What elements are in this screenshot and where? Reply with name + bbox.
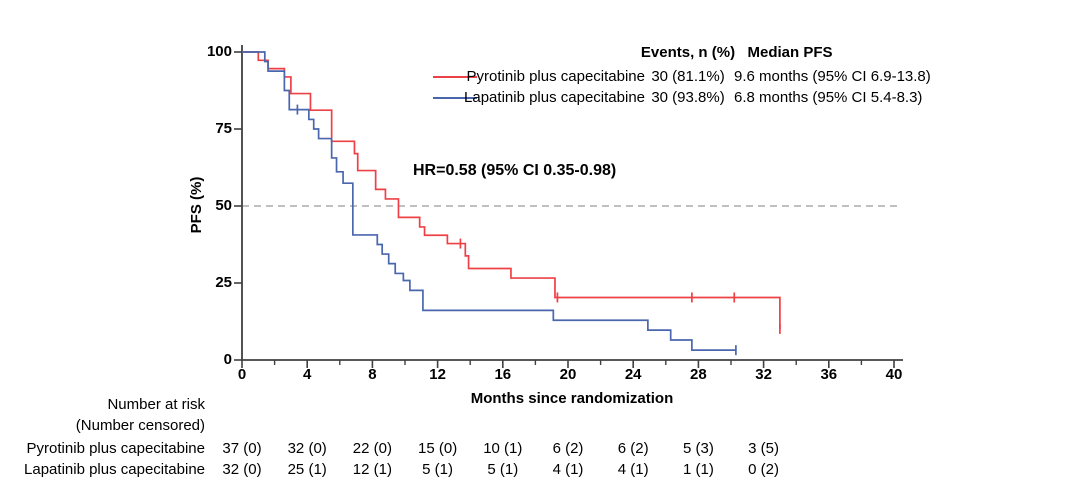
legend-median-pyrotinib: 9.6 months (95% CI 6.9-13.8) xyxy=(734,68,931,85)
legend-events-pyrotinib: 30 (81.1%) xyxy=(651,68,725,85)
risk-value-lapatinib-m28: 1 (1) xyxy=(682,461,714,478)
risk-value-lapatinib-m4: 25 (1) xyxy=(287,461,327,478)
risk-value-pyrotinib-m8: 22 (0) xyxy=(352,440,392,457)
x-tick-label-24: 24 xyxy=(624,366,642,383)
risk-value-lapatinib-m24: 4 (1) xyxy=(617,461,649,478)
risk-value-pyrotinib-m32: 3 (5) xyxy=(748,440,780,457)
risk-table-header-line1: Number at risk xyxy=(107,396,205,413)
risk-row-label-pyrotinib: Pyrotinib plus capecitabine xyxy=(26,440,205,457)
y-tick-label-100: 100 xyxy=(206,43,232,60)
legend-events-header: Events, n (%) xyxy=(640,44,736,61)
x-tick-label-4: 4 xyxy=(303,366,312,383)
risk-value-lapatinib-m32: 0 (2) xyxy=(748,461,780,478)
risk-value-pyrotinib-m16: 10 (1) xyxy=(483,440,523,457)
legend-label-lapatinib: Lapatinib plus capecitabine xyxy=(464,89,645,106)
y-tick-label-50: 50 xyxy=(215,197,232,214)
x-tick-label-36: 36 xyxy=(820,366,838,383)
risk-value-lapatinib-m16: 5 (1) xyxy=(487,461,519,478)
x-tick-label-32: 32 xyxy=(755,366,772,383)
lapatinib-line-swatch xyxy=(433,97,477,99)
x-tick-label-12: 12 xyxy=(429,366,446,383)
pyrotinib-line-swatch xyxy=(433,76,477,78)
risk-value-pyrotinib-m4: 32 (0) xyxy=(287,440,327,457)
risk-value-pyrotinib-m28: 5 (3) xyxy=(682,440,714,457)
x-tick-label-20: 20 xyxy=(559,366,577,383)
hr-annotation: HR=0.58 (95% CI 0.35-0.98) xyxy=(413,162,617,179)
risk-value-lapatinib-m8: 12 (1) xyxy=(352,461,392,478)
x-tick-label-40: 40 xyxy=(885,366,903,383)
risk-row-label-lapatinib: Lapatinib plus capecitabine xyxy=(24,461,205,478)
risk-value-pyrotinib-m20: 6 (2) xyxy=(552,440,584,457)
x-axis-title: Months since randomization xyxy=(470,390,674,407)
risk-value-lapatinib-m0: 32 (0) xyxy=(222,461,262,478)
km-curve-pyrotinib xyxy=(242,51,781,329)
risk-value-pyrotinib-m0: 37 (0) xyxy=(222,440,262,457)
x-tick-label-0: 0 xyxy=(237,366,247,383)
risk-value-pyrotinib-m12: 15 (0) xyxy=(418,440,458,457)
legend-median-header: Median PFS xyxy=(747,44,833,61)
y-tick-label-75: 75 xyxy=(215,120,232,137)
risk-table-header-line2: (Number censored) xyxy=(75,417,205,434)
risk-value-lapatinib-m20: 4 (1) xyxy=(552,461,584,478)
legend-median-lapatinib: 6.8 months (95% CI 5.4-8.3) xyxy=(734,89,923,106)
y-tick-label-0: 0 xyxy=(223,351,232,368)
risk-value-pyrotinib-m24: 6 (2) xyxy=(617,440,649,457)
x-tick-label-16: 16 xyxy=(494,366,512,383)
x-tick-label-28: 28 xyxy=(690,366,707,383)
legend-label-pyrotinib: Pyrotinib plus capecitabine xyxy=(466,68,645,85)
x-tick-label-8: 8 xyxy=(368,366,377,383)
legend-events-lapatinib: 30 (93.8%) xyxy=(651,89,725,106)
km-curve-lapatinib xyxy=(242,51,736,351)
risk-value-lapatinib-m12: 5 (1) xyxy=(422,461,454,478)
y-tick-label-25: 25 xyxy=(215,274,232,291)
